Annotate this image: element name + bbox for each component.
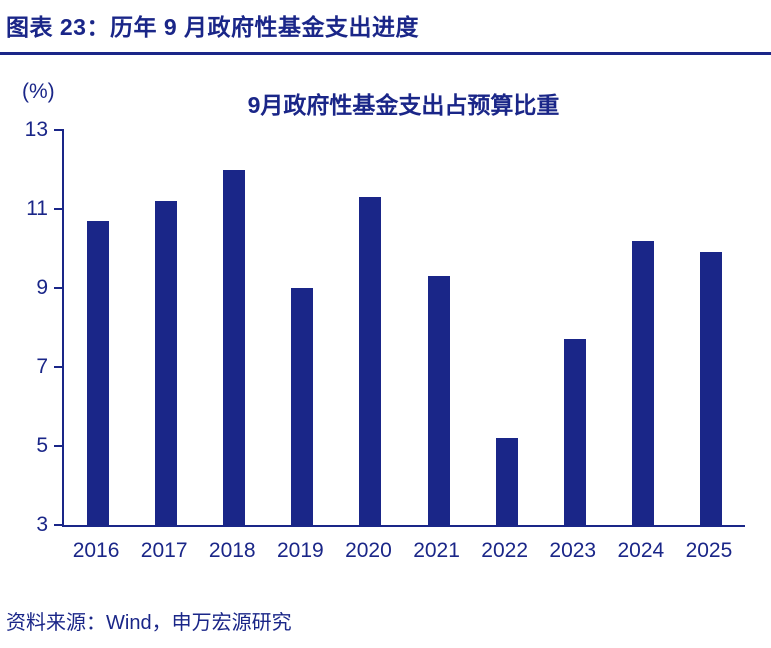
bar-2023 [563, 339, 586, 525]
x-axis-label: 2017 [140, 539, 188, 562]
bar-2024 [631, 240, 654, 525]
y-axis-tick-label: 13 [24, 118, 48, 141]
y-axis-tick-mark [54, 445, 64, 447]
x-axis-label: 2019 [276, 539, 324, 562]
y-axis-tick-label: 5 [36, 434, 48, 457]
chart-title: 9月政府性基金支出占预算比重 [247, 92, 560, 118]
x-axis-label: 2020 [345, 539, 392, 562]
plot-area [54, 129, 745, 527]
x-axis-label: 2022 [481, 539, 528, 562]
source-attribution: 资料来源：Wind，申万宏源研究 [6, 612, 292, 634]
bar-2022 [495, 438, 518, 525]
bar-2025 [699, 252, 722, 525]
y-axis-labels: 3 5 7 9 11 13 [0, 118, 48, 536]
x-axis-label: 2025 [685, 539, 733, 562]
y-axis-tick-mark [54, 524, 64, 526]
x-axis-label: 2018 [208, 539, 256, 562]
y-axis-tick-mark [54, 129, 64, 131]
x-axis-labels: 2016 2017 2018 2019 2020 2021 2022 2023 2024 2025 [62, 533, 745, 563]
bar-2020 [359, 197, 382, 525]
bar-2017 [155, 201, 178, 525]
x-axis-label: 2024 [617, 539, 665, 562]
figure-title: 图表 23：历年 9 月政府性基金支出进度 [0, 0, 771, 55]
x-axis-label: 2023 [549, 539, 597, 562]
y-axis-tick-mark [54, 366, 64, 368]
y-axis-tick-label: 3 [36, 513, 48, 536]
y-axis-tick-mark [54, 208, 64, 210]
y-axis-tick-label: 11 [26, 197, 48, 220]
bar-2018 [223, 169, 246, 525]
y-axis-tick-label: 7 [36, 355, 48, 378]
bar-2019 [291, 288, 314, 525]
x-axis-label: 2016 [72, 539, 120, 562]
bar-2016 [87, 220, 110, 525]
y-axis-tick-mark [54, 287, 64, 289]
x-axis-label: 2021 [413, 539, 460, 562]
y-axis-unit-label: (%) [22, 80, 55, 103]
y-axis-tick-label: 9 [36, 276, 48, 299]
bar-2021 [427, 276, 450, 525]
